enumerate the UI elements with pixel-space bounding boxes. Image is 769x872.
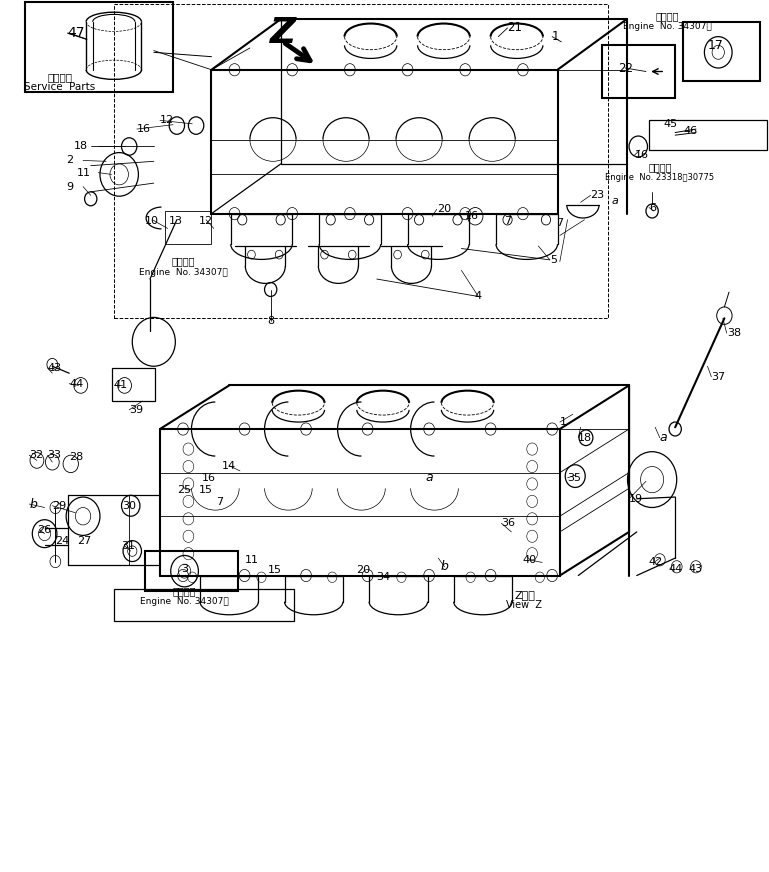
Text: 7: 7: [216, 497, 224, 508]
Text: 45: 45: [664, 119, 677, 129]
Text: 24: 24: [55, 535, 70, 546]
Bar: [25, 2, 173, 92]
Text: Z　視: Z 視: [514, 589, 535, 600]
Text: 26: 26: [37, 525, 51, 535]
Text: 22: 22: [618, 62, 633, 74]
Text: 42: 42: [648, 556, 662, 567]
Text: 35: 35: [568, 473, 581, 483]
Text: 13: 13: [168, 216, 182, 227]
Text: 43: 43: [48, 363, 62, 373]
Text: 16: 16: [465, 211, 479, 221]
Text: 20: 20: [437, 204, 451, 215]
Text: 19: 19: [629, 494, 643, 504]
Text: 適用号機: 適用号機: [173, 586, 196, 596]
Text: 16: 16: [202, 473, 216, 483]
Text: 32: 32: [29, 450, 43, 460]
Text: 1: 1: [552, 31, 560, 43]
Text: b: b: [441, 561, 448, 573]
Text: 46: 46: [684, 126, 697, 136]
Text: b: b: [29, 498, 37, 510]
Text: 43: 43: [689, 563, 703, 574]
Text: 18: 18: [75, 141, 88, 152]
Text: 20: 20: [356, 565, 370, 576]
Bar: [145, 551, 238, 591]
Bar: [114, 589, 294, 621]
Text: 12: 12: [160, 115, 174, 126]
Text: 41: 41: [114, 380, 128, 391]
Bar: [683, 22, 760, 81]
Text: 7: 7: [504, 216, 511, 227]
Bar: [602, 45, 675, 98]
Text: 適用号機: 適用号機: [171, 256, 195, 267]
Text: 40: 40: [522, 555, 536, 565]
Text: 47: 47: [68, 26, 85, 40]
Text: 補給専用: 補給専用: [48, 72, 72, 82]
Text: 17: 17: [707, 39, 723, 51]
Text: 7: 7: [556, 218, 564, 228]
Text: Engine  No. 34307～: Engine No. 34307～: [140, 597, 229, 606]
Text: 34: 34: [376, 572, 390, 582]
Bar: [165, 211, 211, 244]
Text: View  Z: View Z: [507, 600, 542, 610]
Text: 14: 14: [222, 460, 236, 471]
Text: 15: 15: [268, 565, 282, 576]
Text: 8: 8: [267, 316, 275, 326]
Text: 1: 1: [560, 417, 567, 427]
Text: Service  Parts: Service Parts: [25, 82, 95, 92]
Text: Engine  No. 34307～: Engine No. 34307～: [623, 22, 712, 31]
Text: a: a: [660, 432, 667, 444]
Text: 29: 29: [52, 501, 67, 511]
Text: 12: 12: [199, 216, 213, 227]
Text: 3: 3: [181, 563, 188, 574]
Bar: [114, 4, 608, 318]
Text: 10: 10: [145, 216, 159, 227]
Text: 16: 16: [137, 124, 151, 134]
Text: Engine  No. 34307～: Engine No. 34307～: [138, 268, 228, 276]
Text: 33: 33: [48, 450, 62, 460]
Bar: [112, 368, 155, 401]
Text: 9: 9: [66, 181, 73, 192]
Text: 4: 4: [474, 291, 482, 302]
Text: 11: 11: [77, 167, 91, 178]
Text: 11: 11: [245, 555, 259, 565]
Text: 5: 5: [550, 255, 557, 265]
Text: 15: 15: [199, 485, 213, 495]
Text: 適用号機: 適用号機: [648, 162, 671, 173]
Text: 39: 39: [129, 405, 143, 415]
Text: 2: 2: [66, 155, 73, 166]
Text: 38: 38: [727, 328, 741, 338]
Text: 44: 44: [69, 378, 84, 389]
Text: a: a: [611, 195, 618, 206]
Text: a: a: [425, 472, 433, 484]
Text: 16: 16: [634, 150, 648, 160]
Text: 6: 6: [649, 202, 656, 213]
Text: 36: 36: [501, 518, 515, 528]
Text: Z: Z: [270, 17, 296, 50]
Text: Engine  No. 23318～30775: Engine No. 23318～30775: [605, 174, 714, 182]
Text: 31: 31: [122, 541, 135, 551]
Text: 44: 44: [668, 563, 682, 574]
Text: 18: 18: [578, 433, 592, 443]
Text: 25: 25: [178, 485, 191, 495]
Text: 27: 27: [77, 535, 92, 546]
Text: 21: 21: [508, 22, 523, 34]
Text: 適用号機: 適用号機: [656, 10, 679, 21]
Text: 28: 28: [69, 452, 84, 462]
Text: 23: 23: [591, 190, 604, 201]
Bar: [649, 120, 767, 150]
Text: 30: 30: [122, 501, 136, 511]
Text: 37: 37: [711, 371, 725, 382]
